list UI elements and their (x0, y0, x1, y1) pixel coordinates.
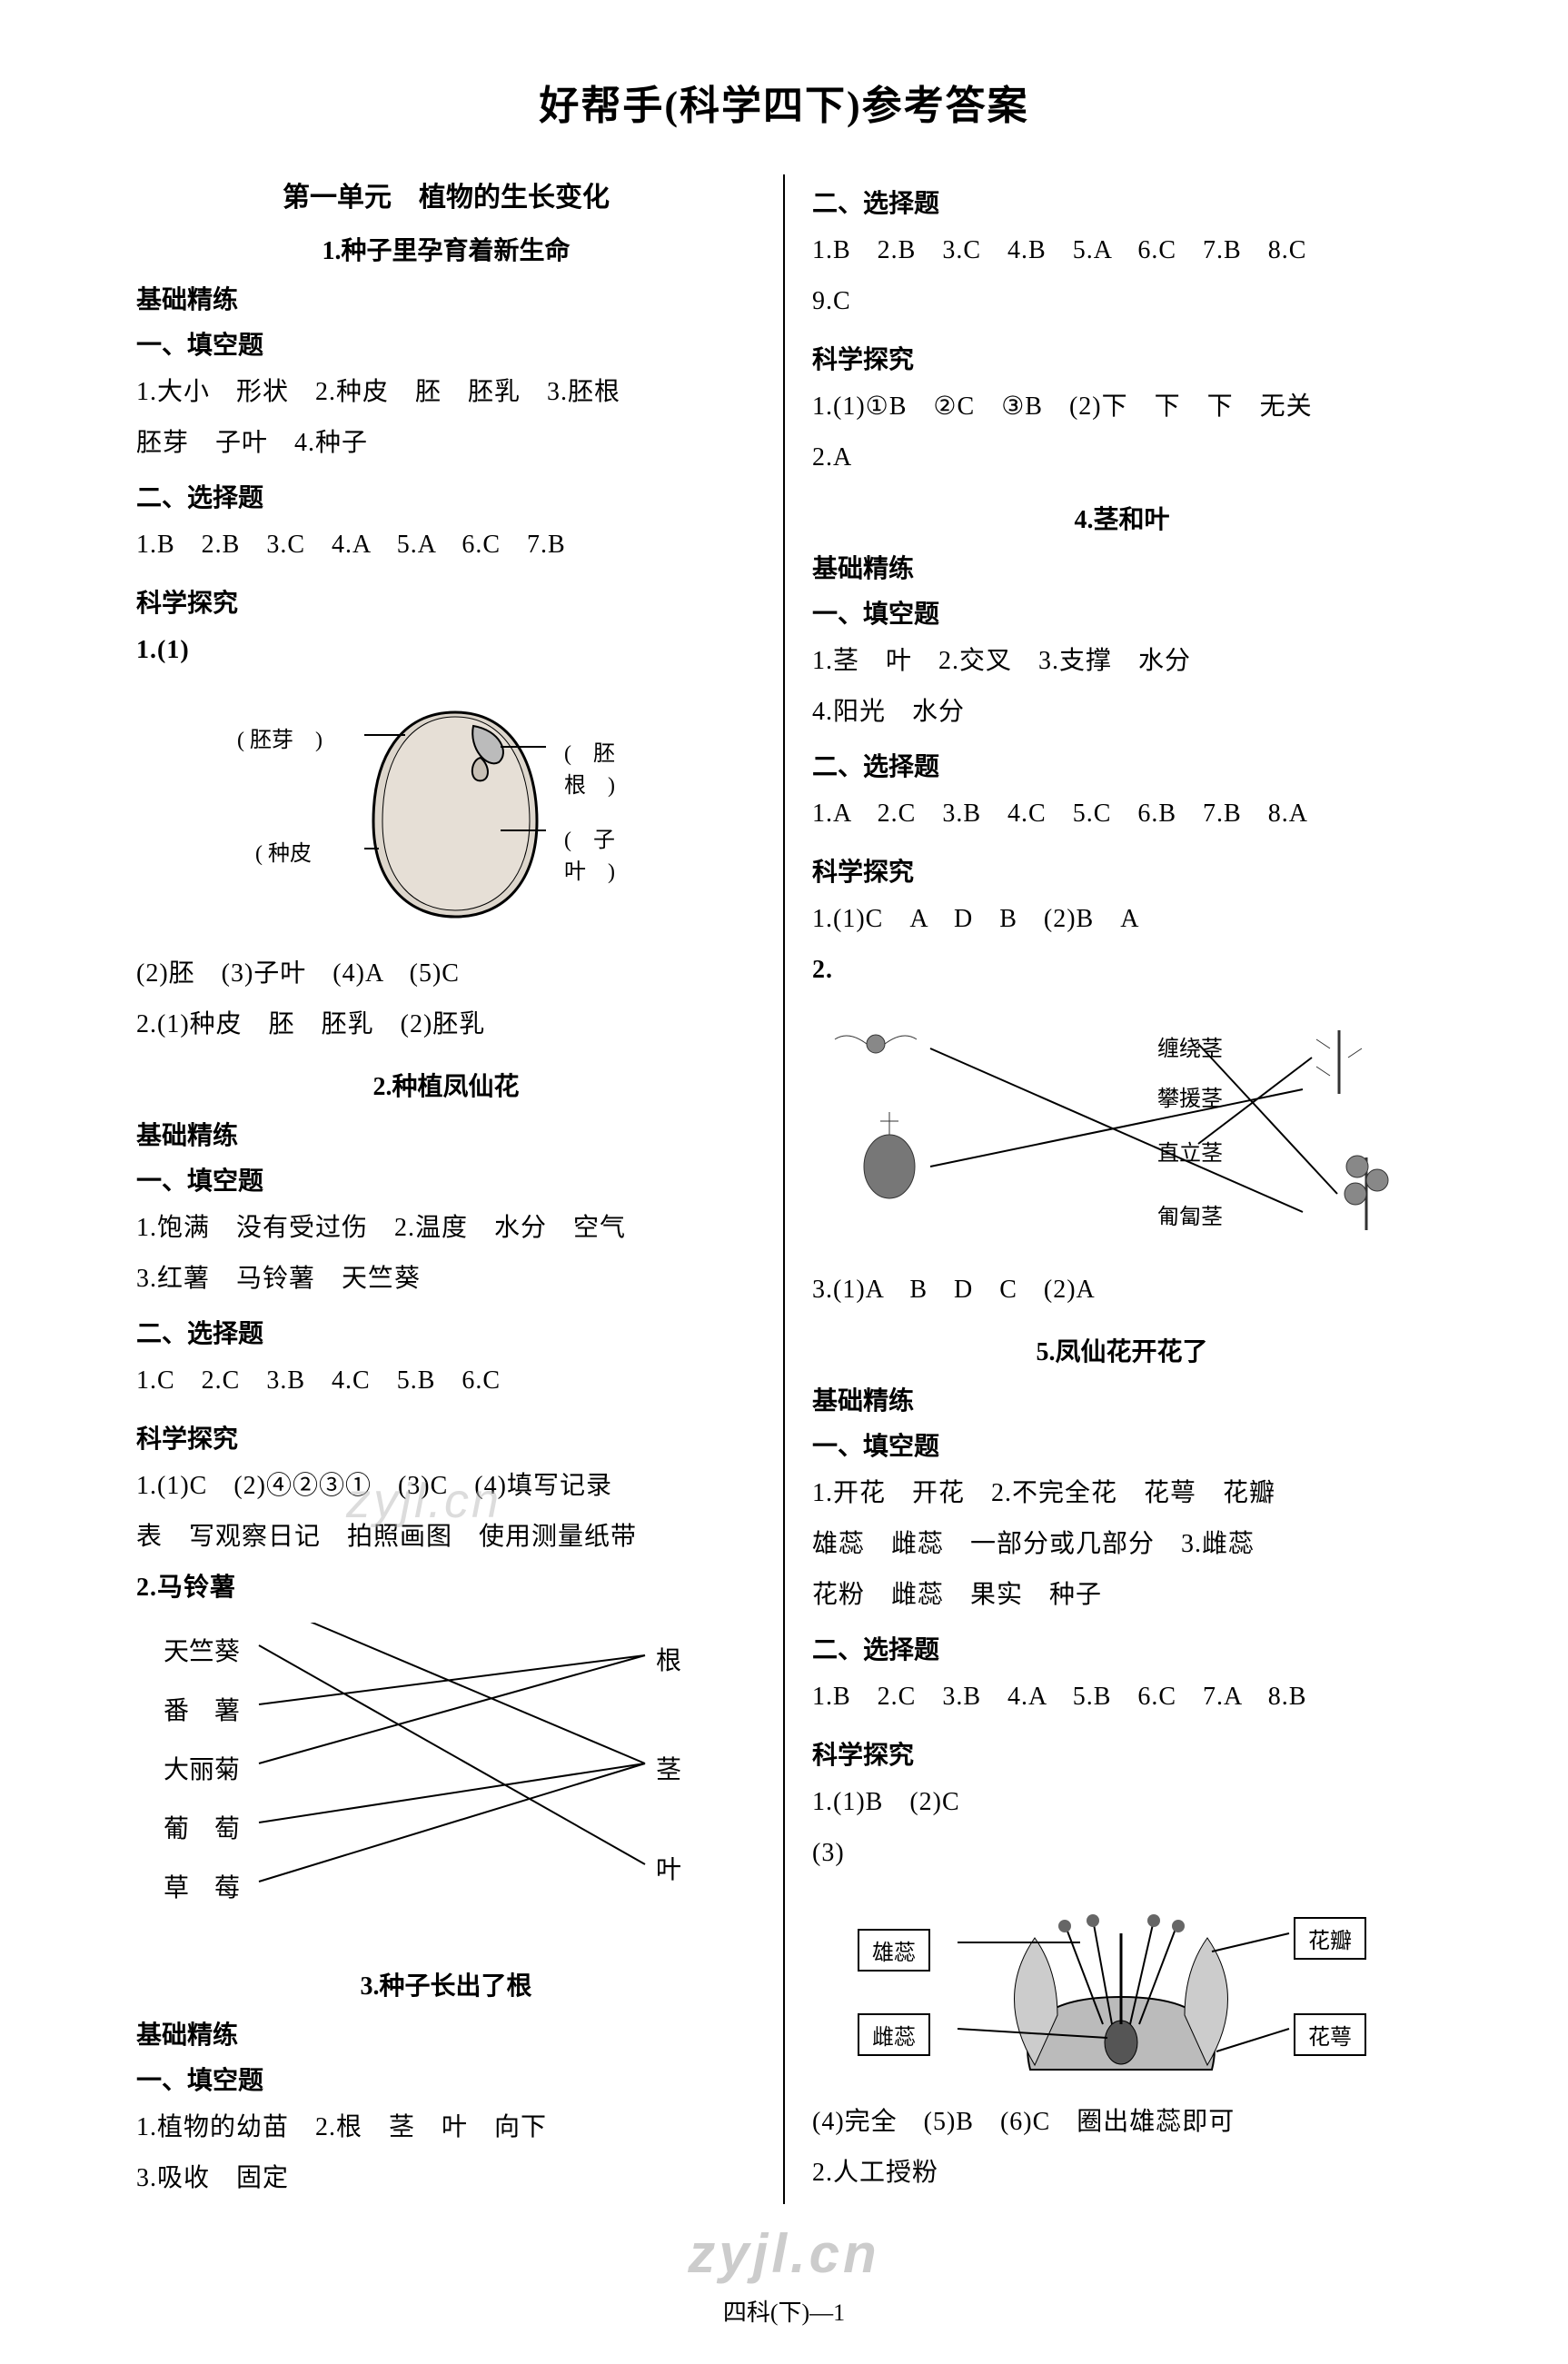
flower-label-cirui: 雌蕊 (858, 2013, 930, 2056)
kx-line: 2.(1)种皮 胚 胚乳 (2)胚乳 (136, 999, 756, 1050)
kx-line: 2.人工授粉 (812, 2148, 1432, 2199)
fill-line: 3.红薯 马铃薯 天竺葵 (136, 1254, 756, 1305)
stem-label: 缠绕茎 (1157, 1030, 1223, 1062)
fill-line: 4.阳光 水分 (812, 687, 1432, 738)
section-1-title: 1.种子里孕育着新生命 (136, 231, 756, 267)
fill-label: 一、填空题 (136, 1161, 756, 1197)
fill-line: 花粉 雌蕊 果实 种子 (812, 1570, 1432, 1621)
seed-label-ziye: ( 子叶 ) (564, 821, 664, 885)
kexue-label: 科学探究 (136, 583, 756, 620)
matching-diagram: 天竺葵 番 薯 大丽菊 葡 萄 草 莓 根 茎 叶 (154, 1623, 718, 1950)
choice-label: 二、选择题 (136, 1314, 756, 1350)
two-column-layout: 第一单元 植物的生长变化 1.种子里孕育着新生命 基础精练 一、填空题 1.大小… (109, 174, 1459, 2204)
fill-line: 1.茎 叶 2.交叉 3.支撑 水分 (812, 636, 1432, 687)
fill-line: 胚芽 子叶 4.种子 (136, 418, 756, 469)
jichu-label: 基础精练 (812, 1381, 1432, 1417)
section-5-title: 5.凤仙花开花了 (812, 1332, 1432, 1368)
unit-title: 第一单元 植物的生长变化 (136, 174, 756, 214)
choice-label: 二、选择题 (812, 1630, 1432, 1666)
watermark-inline: zyjl.cn (346, 1475, 501, 1526)
page-footer: 四科(下)—1 (109, 2294, 1459, 2328)
kx-line: 1.(1)B (2)C (812, 1777, 1432, 1828)
fill-line: 3.吸收 固定 (136, 2153, 756, 2204)
jichu-label: 基础精练 (812, 549, 1432, 585)
jichu-label: 基础精练 (136, 280, 756, 316)
kx-line: (2)胚 (3)子叶 (4)A (5)C (136, 949, 756, 999)
section-4-title: 4.茎和叶 (812, 500, 1432, 536)
page-title: 好帮手(科学四下)参考答案 (109, 73, 1459, 131)
fill-label: 一、填空题 (136, 2061, 756, 2097)
jichu-label: 基础精练 (136, 1116, 756, 1152)
stem-label: 攀援茎 (1157, 1080, 1223, 1112)
kexue-label: 科学探究 (812, 852, 1432, 889)
stem-diagram: 缠绕茎 攀援茎 直立茎 匍匐茎 (812, 1003, 1430, 1257)
section-2-title: 2.种植凤仙花 (136, 1067, 756, 1103)
matching-lines (154, 1623, 718, 1950)
seed-label-zhongpi: ( 种皮 (255, 835, 312, 867)
choice-line: 1.C 2.C 3.B 4.C 5.B 6.C (136, 1356, 756, 1406)
stem-label: 直立茎 (1157, 1135, 1223, 1167)
fill-line: 1.饱满 没有受过伤 2.温度 水分 空气 (136, 1203, 756, 1254)
fill-label: 一、填空题 (812, 1426, 1432, 1463)
kx-item: 2. (812, 945, 1432, 996)
choice-label: 二、选择题 (136, 478, 756, 514)
flower-label-huae: 花萼 (1294, 2013, 1366, 2056)
watermark: zyjl.cn (109, 2222, 1459, 2285)
stem-label: 匍匐茎 (1157, 1198, 1223, 1230)
kx-line: 2.A (812, 432, 1432, 483)
kx-line: 1.(1)①B ②C ③B (2)下 下 下 无关 (812, 382, 1432, 432)
flower-label-xiongrui: 雄蕊 (858, 1929, 930, 1972)
kx-line: 3.(1)A B D C (2)A (812, 1265, 1432, 1316)
jichu-label: 基础精练 (136, 2015, 756, 2051)
flower-diagram: 雄蕊 雌蕊 花瓣 花萼 (830, 1888, 1412, 2088)
choice-line: 1.B 2.C 3.B 4.A 5.B 6.C 7.A 8.B (812, 1672, 1432, 1723)
flower-label-huaban: 花瓣 (1294, 1917, 1366, 1960)
fill-label: 一、填空题 (812, 594, 1432, 631)
right-column: 二、选择题 1.B 2.B 3.C 4.B 5.A 6.C 7.B 8.C 9.… (785, 174, 1459, 2204)
section-3-title: 3.种子长出了根 (136, 1966, 756, 2002)
seed-label-peiya: ( 胚芽 ) (237, 721, 323, 753)
seed-diagram: ( 胚芽 ) ( 胚根 ) ( 子叶 ) ( 种皮 (228, 685, 664, 939)
seed-label-peigen: ( 胚根 ) (564, 735, 664, 799)
fill-line: 雄蕊 雌蕊 一部分或几部分 3.雌蕊 (812, 1519, 1432, 1570)
stem-svg (812, 1003, 1430, 1257)
kexue-label: 科学探究 (812, 1735, 1432, 1772)
fill-line: 1.大小 形状 2.种皮 胚 胚乳 3.胚根 (136, 367, 756, 418)
choice-line: 1.B 2.B 3.C 4.A 5.A 6.C 7.B (136, 520, 756, 571)
kx-line: 1.(1)C A D B (2)B A (812, 894, 1432, 945)
choice-line: 1.A 2.C 3.B 4.C 5.C 6.B 7.B 8.A (812, 789, 1432, 839)
kx-item: (3) (812, 1828, 1432, 1879)
kexue-label: 科学探究 (812, 340, 1432, 376)
fill-line: 1.植物的幼苗 2.根 茎 叶 向下 (136, 2102, 756, 2153)
fill-label: 一、填空题 (136, 325, 756, 362)
kx-line: (4)完全 (5)B (6)C 圈出雄蕊即可 (812, 2097, 1432, 2148)
fill-line: 1.开花 开花 2.不完全花 花萼 花瓣 (812, 1468, 1432, 1519)
choice-label: 二、选择题 (812, 184, 1432, 220)
choice-line: 1.B 2.B 3.C 4.B 5.A 6.C 7.B 8.C (812, 225, 1432, 276)
match-prefix: 2.马铃薯 (136, 1563, 756, 1614)
left-column: 第一单元 植物的生长变化 1.种子里孕育着新生命 基础精练 一、填空题 1.大小… (109, 174, 783, 2204)
kexue-label: 科学探究 (136, 1419, 756, 1455)
kx-item: 1.(1) (136, 625, 756, 676)
choice-label: 二、选择题 (812, 747, 1432, 783)
choice-line: 9.C (812, 276, 1432, 327)
seed-icon (364, 703, 546, 921)
kx-line: 表 写观察日记 拍照画图 使用测量纸带 zyjl.cn (136, 1512, 756, 1563)
